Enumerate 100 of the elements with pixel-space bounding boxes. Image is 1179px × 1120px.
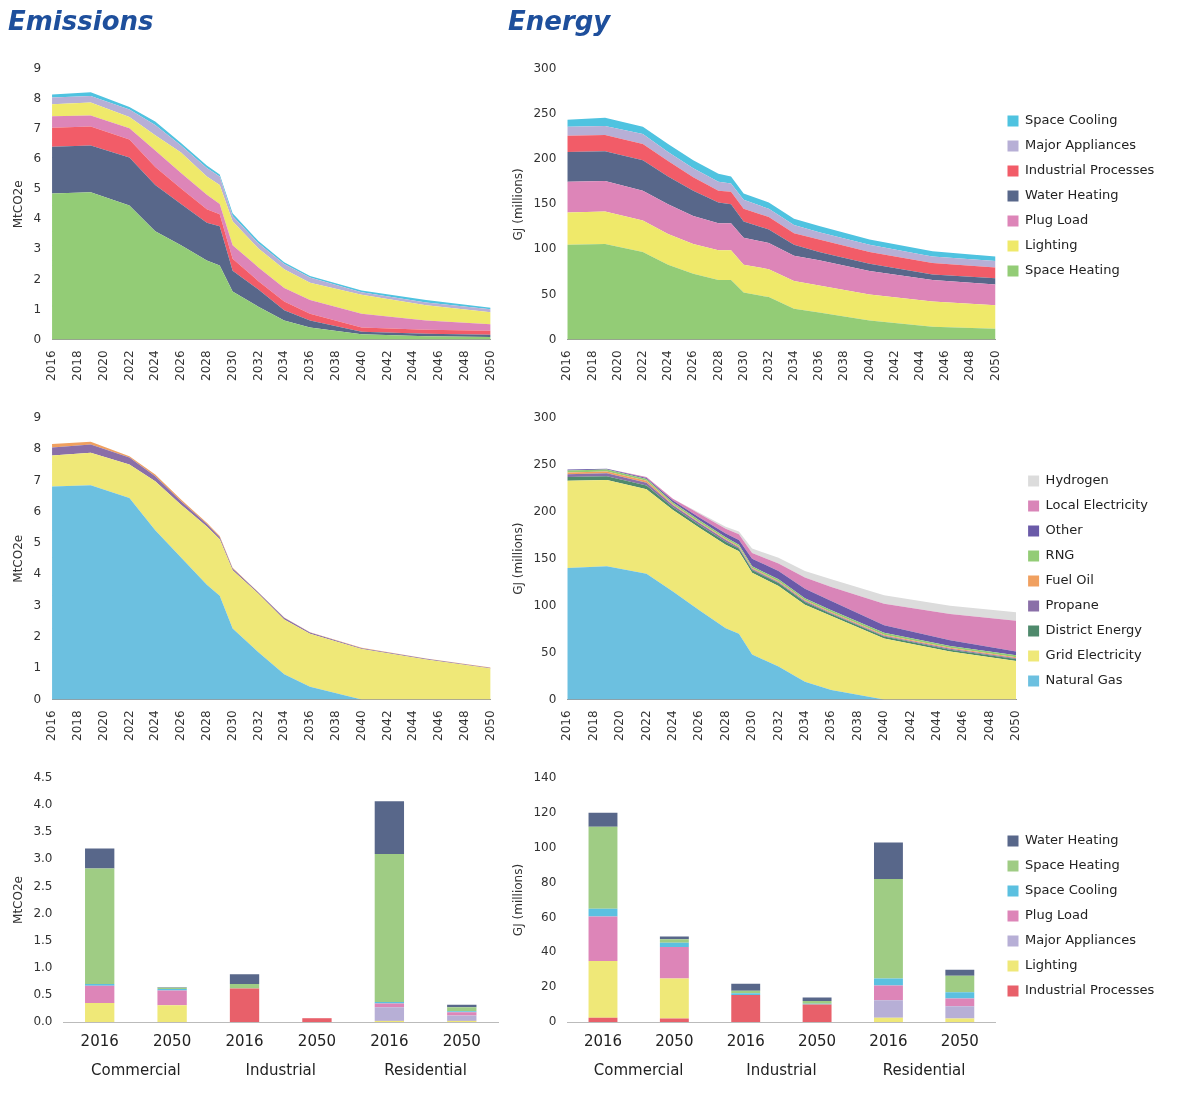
bar (874, 879, 903, 979)
x-tick-label: 2030 (744, 710, 759, 742)
legend-label: Other (1045, 522, 1084, 538)
x-tick-label: 2020 (95, 710, 110, 742)
y-tick-label: 0 (548, 331, 557, 346)
bar (802, 1004, 832, 1022)
y-tick-label: 0 (33, 691, 42, 706)
x-tick-label: 2042 (379, 350, 394, 382)
bar (945, 998, 975, 1007)
x-tick-label: 2032 (760, 350, 775, 382)
x-tick-label: 2036 (302, 350, 317, 382)
y-tick-label: 3.0 (33, 851, 53, 866)
bar (588, 916, 618, 961)
y-axis-title: MtCO2e (11, 876, 26, 924)
x-tick-label: 2024 (665, 710, 680, 742)
bar (945, 992, 975, 999)
x-tick-label: 2026 (173, 710, 188, 742)
y-tick-label: 5 (33, 535, 42, 550)
bar (659, 978, 689, 1019)
y-tick-label: 7 (33, 121, 42, 136)
y-tick-label: 300 (533, 61, 557, 76)
bar (85, 848, 115, 869)
x-tick-label: 2050 (482, 710, 497, 742)
bar (731, 994, 761, 1022)
legend-label: Local Electricity (1045, 497, 1149, 513)
x-tick-label: 2028 (717, 710, 732, 742)
bar (85, 868, 115, 985)
y-tick-label: 0 (33, 331, 42, 346)
x-tick-label: 2030 (224, 710, 239, 742)
bar (874, 842, 903, 880)
y-tick-label: 9 (33, 61, 42, 76)
legend-label: Water Heating (1025, 832, 1119, 848)
x-tick-label: 2020 (609, 350, 624, 382)
bar (374, 853, 405, 1002)
x-tick-label: 2018 (585, 710, 600, 742)
x-tick-label: 2040 (353, 350, 368, 382)
chart-title: Energy (508, 6, 612, 37)
legend-label: Industrial Processes (1025, 982, 1155, 998)
y-axis-title: MtCO2e (11, 534, 26, 583)
y-tick-label: 0.5 (33, 987, 53, 1002)
legend-label: Space Cooling (1025, 882, 1118, 898)
bar (374, 801, 405, 854)
x-tick-label: 2026 (173, 350, 188, 382)
x-tick-label: 2016 (44, 350, 59, 382)
text: Residential (882, 1061, 966, 1080)
y-tick-label: 200 (533, 503, 557, 518)
x-tick-label: 2050 (442, 1031, 481, 1050)
bar (157, 990, 187, 1006)
bar (874, 978, 903, 986)
y-tick-label: 3 (33, 241, 42, 256)
y-tick-label: 1.5 (33, 932, 53, 947)
x-tick-label: 2016 (225, 1031, 264, 1050)
x-tick-label: 2016 (869, 1031, 908, 1050)
x-tick-label: 2044 (929, 710, 944, 742)
x-tick-label: 2034 (797, 710, 812, 742)
y-tick-label: 40 (541, 944, 557, 959)
y-tick-label: 3.5 (33, 824, 53, 839)
bar (945, 975, 975, 993)
x-tick-label: 2016 (370, 1031, 409, 1050)
legend-label: Major Appliances (1025, 932, 1137, 948)
y-tick-label: 50 (541, 644, 557, 659)
legend-label: Plug Load (1025, 212, 1089, 228)
bar (85, 1003, 115, 1022)
y-tick-label: 120 (533, 804, 557, 819)
text: Commercial (593, 1061, 684, 1080)
y-tick-label: 200 (533, 151, 557, 166)
text: Industrial (245, 1061, 316, 1080)
x-tick-label: 2032 (770, 710, 785, 742)
legend-label: Space Cooling (1025, 112, 1118, 128)
x-tick-label: 2040 (353, 710, 368, 742)
x-tick-label: 2050 (153, 1031, 192, 1050)
y-tick-label: 6 (33, 151, 42, 166)
y-tick-label: 1 (33, 660, 42, 675)
x-tick-label: 2028 (198, 710, 213, 742)
y-axis-title: MtCO2e (11, 180, 26, 229)
x-tick-label: 2018 (69, 710, 84, 742)
y-tick-label: 0 (548, 1014, 557, 1029)
x-tick-label: 2042 (379, 710, 394, 742)
x-tick-label: 2048 (456, 710, 471, 742)
y-tick-label: 100 (533, 597, 557, 612)
x-tick-label: 2026 (691, 710, 706, 742)
x-tick-label: 2044 (912, 350, 927, 382)
x-tick-label: 2028 (710, 350, 725, 382)
y-tick-label: 5 (33, 181, 42, 196)
legend-label: Water Heating (1025, 187, 1119, 203)
x-tick-label: 2016 (559, 710, 574, 742)
x-tick-label: 2034 (786, 350, 801, 382)
y-tick-label: 20 (541, 979, 557, 994)
x-tick-label: 2016 (80, 1031, 119, 1050)
y-tick-label: 50 (541, 286, 557, 301)
legend-label: Lighting (1025, 237, 1078, 253)
x-tick-label: 2038 (849, 710, 864, 742)
y-tick-label: 0 (548, 691, 557, 706)
x-tick-label: 2022 (121, 710, 136, 742)
bar (874, 1017, 903, 1022)
bar (731, 983, 761, 991)
x-tick-label: 2036 (823, 710, 838, 742)
y-tick-label: 4.0 (33, 797, 53, 812)
x-tick-label: 2016 (44, 710, 59, 742)
y-tick-label: 2.5 (33, 878, 53, 893)
